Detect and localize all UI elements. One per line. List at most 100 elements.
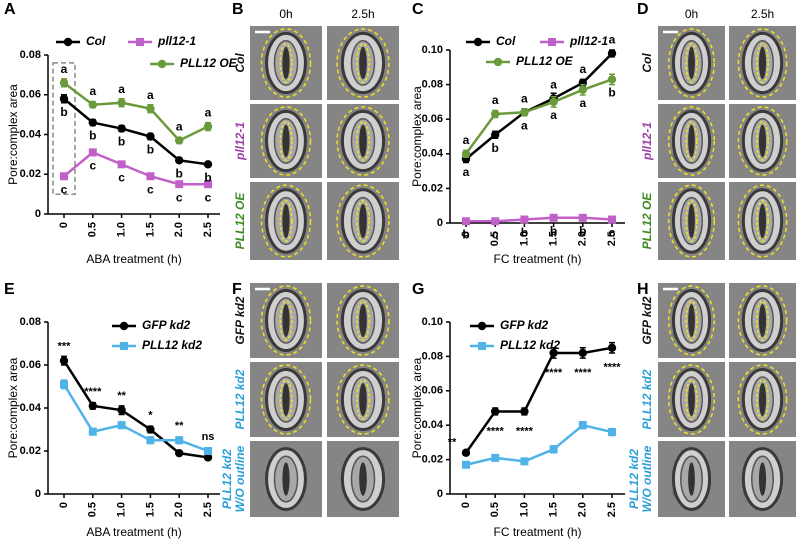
marker [59, 78, 69, 88]
marker [88, 100, 98, 109]
x-tick-label: 0.5 [87, 502, 99, 517]
marker [146, 104, 155, 113]
significance-letter: b [204, 170, 211, 184]
outline-outer [260, 285, 312, 356]
outline-outer [260, 364, 312, 435]
significance-letter: a [609, 33, 616, 47]
row-label: PLL12 kd2 [640, 369, 654, 429]
legend-label: PLL12 kd2 [500, 338, 560, 352]
legend-label: Col [86, 34, 106, 48]
x-tick-label: 0 [58, 502, 70, 508]
marker [607, 49, 617, 58]
legend-marker [478, 342, 486, 350]
pore [359, 46, 367, 80]
marker [461, 149, 471, 158]
marker [146, 425, 155, 434]
x-tick-label: 2.5 [606, 231, 618, 246]
significance-letter: c [89, 159, 96, 173]
marker [88, 427, 97, 436]
y-tick-label: 0.02 [20, 445, 41, 457]
marker [520, 215, 529, 224]
outline-pore [279, 300, 293, 341]
series-line [62, 360, 209, 459]
y-tick-label: 0 [437, 217, 443, 229]
x-tick-label: 0.5 [489, 502, 501, 517]
pore [282, 383, 290, 416]
outline-outer [260, 106, 312, 176]
marker [117, 421, 126, 430]
column-header: 2.5h [351, 7, 374, 21]
significance-letter: c [609, 226, 616, 240]
outline-outer [737, 28, 788, 98]
x-tick-label: 1.0 [518, 231, 530, 246]
pore [758, 124, 767, 158]
outline-outer [667, 106, 716, 176]
x-axis-label: ABA treatment (h) [86, 252, 181, 266]
row-label: PLL12 OE [233, 192, 247, 250]
outline-outer [737, 364, 788, 435]
legend-marker [119, 321, 129, 331]
y-tick-label: 0.04 [20, 402, 42, 414]
outline-pore [685, 199, 698, 243]
panel-letter: A [4, 1, 16, 18]
marker [549, 213, 558, 222]
pore [758, 304, 767, 337]
significance-letter: c [492, 227, 499, 241]
y-tick-label: 0.08 [422, 79, 443, 91]
outline-outer [336, 285, 390, 356]
marker [117, 405, 126, 415]
legend-label: Col [496, 34, 516, 48]
legend-marker [473, 37, 483, 47]
significance-letter: a [463, 133, 470, 147]
marker [491, 109, 500, 119]
x-tick-label: 2.0 [577, 231, 589, 246]
pore [758, 203, 767, 239]
row-label: GFP kd2 [233, 296, 247, 345]
y-tick-label: 0 [35, 208, 41, 220]
series-line [63, 81, 209, 142]
marker [146, 132, 155, 141]
series-line [62, 383, 209, 453]
significance-letter: b [492, 141, 499, 155]
series-line [464, 78, 613, 155]
outline-outer [667, 184, 716, 258]
series-line [63, 97, 209, 166]
outline-pore [356, 199, 370, 243]
legend-marker [493, 57, 503, 67]
pore [282, 462, 290, 496]
y-tick-label: 0.08 [20, 49, 41, 61]
legend-marker [63, 37, 73, 47]
outline-outer [737, 285, 788, 356]
marker [117, 160, 126, 169]
row-label: PLL12 OE [640, 192, 654, 250]
outline-pore [685, 379, 698, 420]
x-tick-label: 1.5 [144, 222, 156, 237]
marker [461, 448, 471, 457]
x-tick-label: 1.0 [518, 502, 530, 517]
significance-letter: b [147, 143, 154, 157]
panel-letter: E [4, 281, 15, 298]
significance-letter: b [521, 226, 528, 240]
marker [203, 122, 213, 131]
row-label: W/O outline [233, 445, 247, 512]
outline-pore [685, 43, 698, 83]
marker [175, 180, 184, 189]
marker [175, 436, 184, 445]
outline-outer [737, 184, 788, 258]
pore [282, 304, 290, 337]
y-tick-label: 0.10 [422, 316, 443, 328]
marker [117, 124, 126, 133]
marker [88, 401, 98, 411]
marker [175, 136, 184, 145]
marker [462, 217, 470, 226]
y-tick-label: 0.02 [422, 454, 443, 466]
significance-mark: **** [516, 425, 534, 437]
legend-marker [477, 321, 487, 331]
marker [491, 407, 500, 416]
x-tick-label: 2.5 [606, 502, 618, 517]
panel-letter: B [232, 1, 244, 18]
y-axis-label: Pore:complex area [410, 357, 424, 458]
significance-letter: a [579, 62, 586, 76]
series-line [465, 52, 613, 160]
legend-marker [120, 342, 128, 350]
